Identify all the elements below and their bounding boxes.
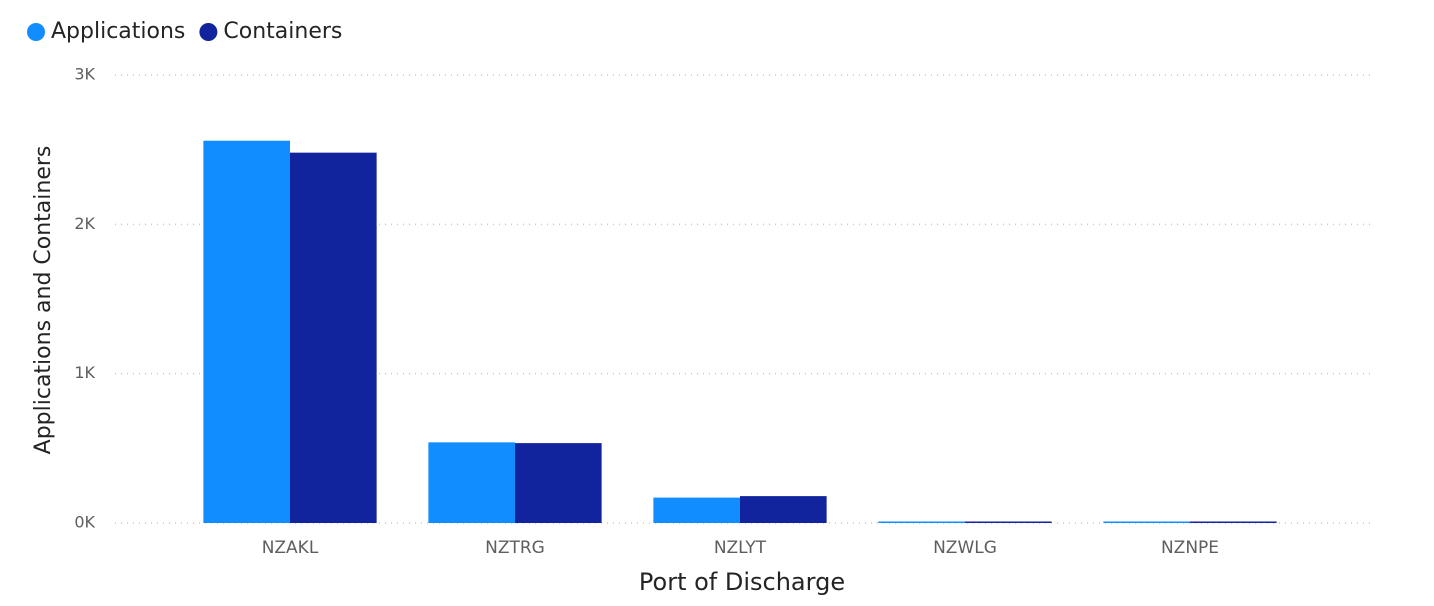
x-tick-label: NZLYT xyxy=(714,538,767,558)
legend-marker xyxy=(199,23,218,41)
bar xyxy=(515,443,602,523)
legend-label: Containers xyxy=(223,19,342,44)
bar xyxy=(290,152,377,524)
y-tick-label: 2K xyxy=(74,214,95,233)
bar xyxy=(428,442,515,523)
x-tick-label: NZTRG xyxy=(485,538,545,558)
bar xyxy=(653,497,740,523)
bar xyxy=(1103,521,1190,523)
y-tick-label: 1K xyxy=(74,363,95,382)
y-tick-label: 0K xyxy=(74,513,95,532)
x-tick-label: NZNPE xyxy=(1161,538,1219,558)
bar xyxy=(878,521,965,523)
legend-marker xyxy=(27,23,45,41)
legend-label: Applications xyxy=(51,19,185,44)
y-axis-title: Applications and Containers xyxy=(31,146,56,455)
x-tick-label: NZAKL xyxy=(262,538,319,558)
bar xyxy=(1190,521,1277,523)
x-axis-title: Port of Discharge xyxy=(639,568,845,596)
bar xyxy=(965,521,1052,523)
y-tick-label: 3K xyxy=(74,65,95,84)
x-tick-label: NZWLG xyxy=(933,538,997,558)
bar xyxy=(203,140,290,523)
bar xyxy=(740,496,827,523)
